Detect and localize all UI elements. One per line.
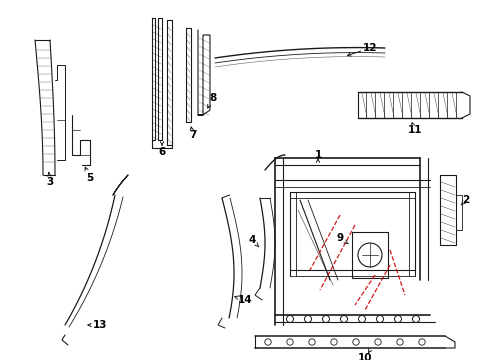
Text: 8: 8 — [209, 93, 216, 103]
Text: 14: 14 — [237, 295, 252, 305]
Text: 12: 12 — [362, 43, 376, 53]
Text: 4: 4 — [248, 235, 255, 245]
Text: 5: 5 — [86, 173, 93, 183]
Text: 9: 9 — [336, 233, 343, 243]
Text: 11: 11 — [407, 125, 421, 135]
Text: 6: 6 — [158, 147, 165, 157]
Text: 1: 1 — [314, 150, 321, 160]
Text: 13: 13 — [93, 320, 107, 330]
Text: 7: 7 — [189, 130, 196, 140]
Text: 10: 10 — [357, 353, 371, 360]
Text: 3: 3 — [46, 177, 54, 187]
Text: 2: 2 — [462, 195, 468, 205]
